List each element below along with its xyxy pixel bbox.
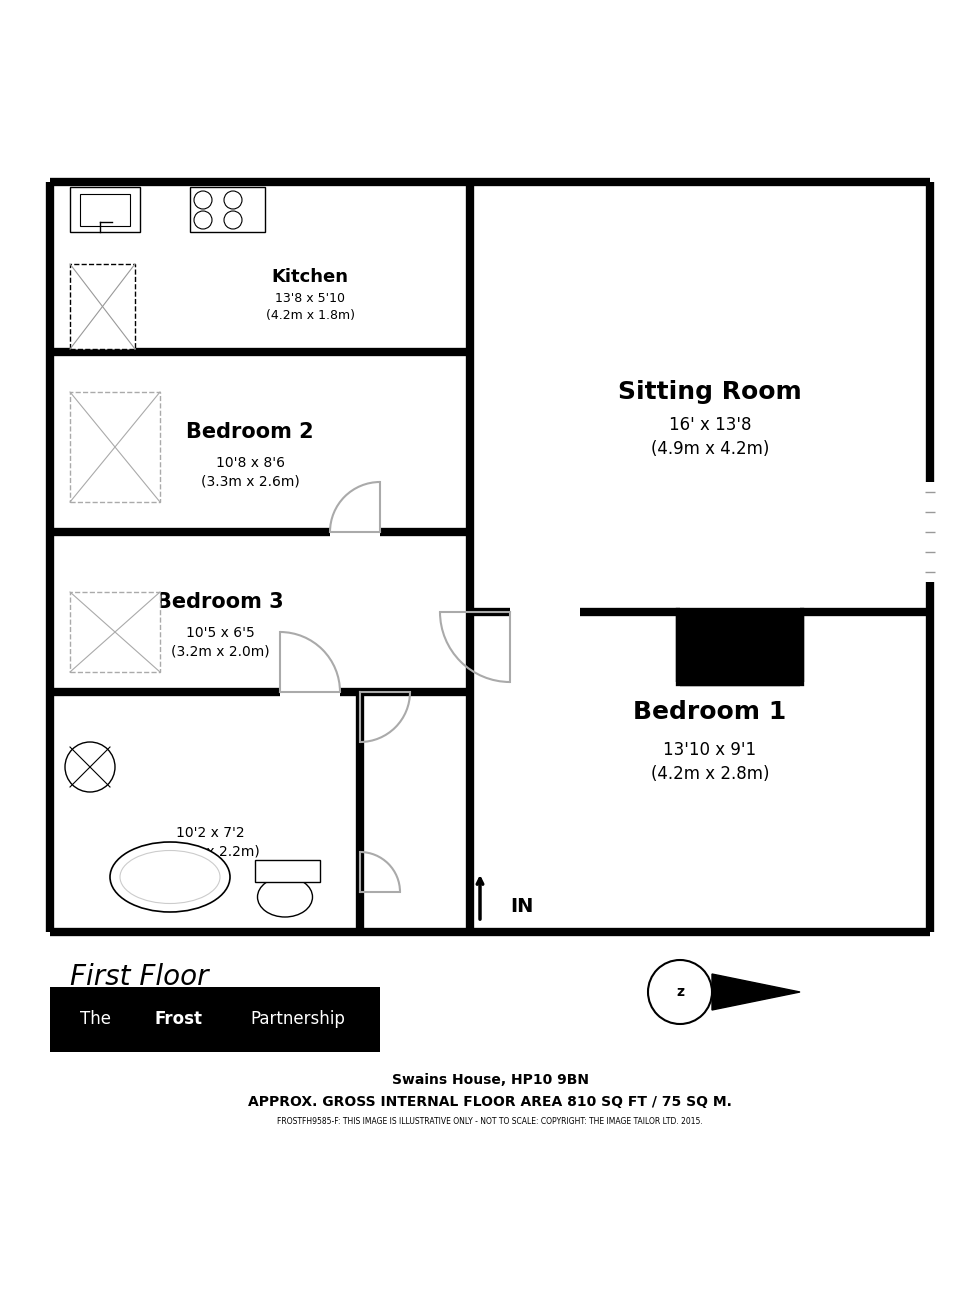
Bar xyxy=(50,987,380,1052)
Ellipse shape xyxy=(120,850,220,904)
Text: Bedroom 2: Bedroom 2 xyxy=(186,422,314,442)
Bar xyxy=(80,194,130,226)
Text: APPROX. GROSS INTERNAL FLOOR AREA 810 SQ FT / 75 SQ M.: APPROX. GROSS INTERNAL FLOOR AREA 810 SQ… xyxy=(248,1095,732,1108)
Bar xyxy=(190,186,265,232)
Circle shape xyxy=(224,190,242,209)
Text: 10'8 x 8'6
(3.3m x 2.6m): 10'8 x 8'6 (3.3m x 2.6m) xyxy=(201,456,299,488)
Text: Kitchen: Kitchen xyxy=(271,269,349,286)
Text: Sitting Room: Sitting Room xyxy=(618,379,802,404)
Text: First Floor: First Floor xyxy=(70,962,209,991)
Bar xyxy=(70,393,160,502)
Text: 13'10 x 9'1
(4.2m x 2.8m): 13'10 x 9'1 (4.2m x 2.8m) xyxy=(651,741,769,782)
Text: Bedroom 1: Bedroom 1 xyxy=(633,700,787,724)
Text: Swains House, HP10 9BN: Swains House, HP10 9BN xyxy=(391,1073,589,1088)
Circle shape xyxy=(224,211,242,230)
Text: z: z xyxy=(676,985,684,999)
Text: 16' x 13'8
(4.9m x 4.2m): 16' x 13'8 (4.9m x 4.2m) xyxy=(651,416,769,458)
Ellipse shape xyxy=(110,842,230,911)
Polygon shape xyxy=(712,974,800,1011)
Text: Bedroom 3: Bedroom 3 xyxy=(156,592,284,612)
Ellipse shape xyxy=(258,878,313,917)
Text: 10'5 x 6'5
(3.2m x 2.0m): 10'5 x 6'5 (3.2m x 2.0m) xyxy=(171,626,270,659)
Circle shape xyxy=(194,190,212,209)
Circle shape xyxy=(648,960,712,1024)
Circle shape xyxy=(65,742,115,792)
Text: FROSTFH9585-F: THIS IMAGE IS ILLUSTRATIVE ONLY - NOT TO SCALE: COPYRIGHT: THE IM: FROSTFH9585-F: THIS IMAGE IS ILLUSTRATIV… xyxy=(277,1118,703,1127)
Bar xyxy=(70,592,160,672)
Text: 10'2 x 7'2
(3.1m x 2.2m): 10'2 x 7'2 (3.1m x 2.2m) xyxy=(161,825,260,858)
Bar xyxy=(70,186,140,232)
Bar xyxy=(255,861,320,882)
Bar xyxy=(70,263,135,349)
Circle shape xyxy=(194,211,212,230)
Text: 13'8 x 5'10
(4.2m x 1.8m): 13'8 x 5'10 (4.2m x 1.8m) xyxy=(266,292,355,322)
Text: Partnership: Partnership xyxy=(250,1011,345,1028)
Text: The: The xyxy=(80,1011,111,1028)
Text: Frost: Frost xyxy=(155,1011,203,1028)
Text: IN: IN xyxy=(510,897,533,917)
Bar xyxy=(680,612,800,682)
